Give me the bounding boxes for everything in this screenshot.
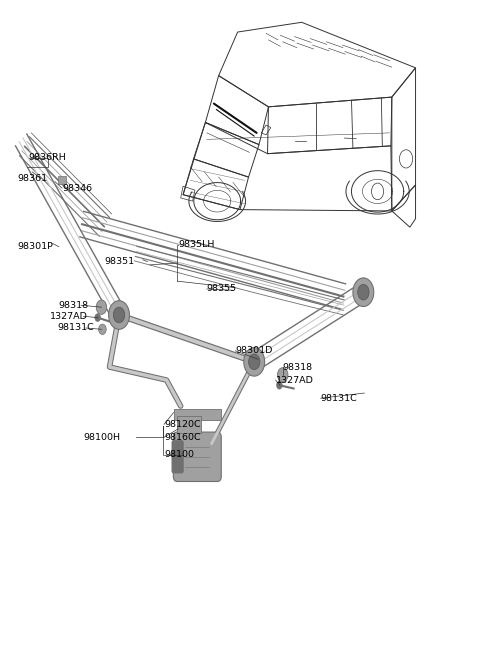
Circle shape [249,354,260,369]
Text: 98131C: 98131C [57,323,94,333]
Polygon shape [174,409,221,420]
Text: 98100: 98100 [164,450,194,459]
Text: 98318: 98318 [283,363,313,371]
Circle shape [108,300,130,329]
Circle shape [113,307,125,323]
Text: 98318: 98318 [59,300,89,310]
Circle shape [277,367,288,382]
Text: 98361: 98361 [17,174,47,183]
Circle shape [98,324,106,335]
Circle shape [353,278,374,306]
Text: 98301D: 98301D [235,346,273,356]
Circle shape [276,381,282,389]
FancyBboxPatch shape [172,441,183,473]
Text: 9835LH: 9835LH [179,240,215,249]
Text: 98351: 98351 [105,257,135,266]
Text: 98160C: 98160C [164,433,201,441]
Text: 98100H: 98100H [84,433,120,441]
Text: 1327AD: 1327AD [50,312,88,321]
Text: 98301P: 98301P [17,242,53,251]
Circle shape [95,314,100,321]
Text: 1327AD: 1327AD [276,375,313,384]
Circle shape [96,300,107,314]
Text: 9836RH: 9836RH [29,153,67,162]
FancyBboxPatch shape [178,417,201,434]
FancyBboxPatch shape [173,432,221,482]
Text: 98355: 98355 [207,285,237,293]
Circle shape [244,348,264,376]
Circle shape [358,285,369,300]
Text: 98131C: 98131C [321,394,358,403]
FancyBboxPatch shape [58,176,66,184]
Text: 98120C: 98120C [164,420,201,429]
Text: 98346: 98346 [62,184,92,193]
